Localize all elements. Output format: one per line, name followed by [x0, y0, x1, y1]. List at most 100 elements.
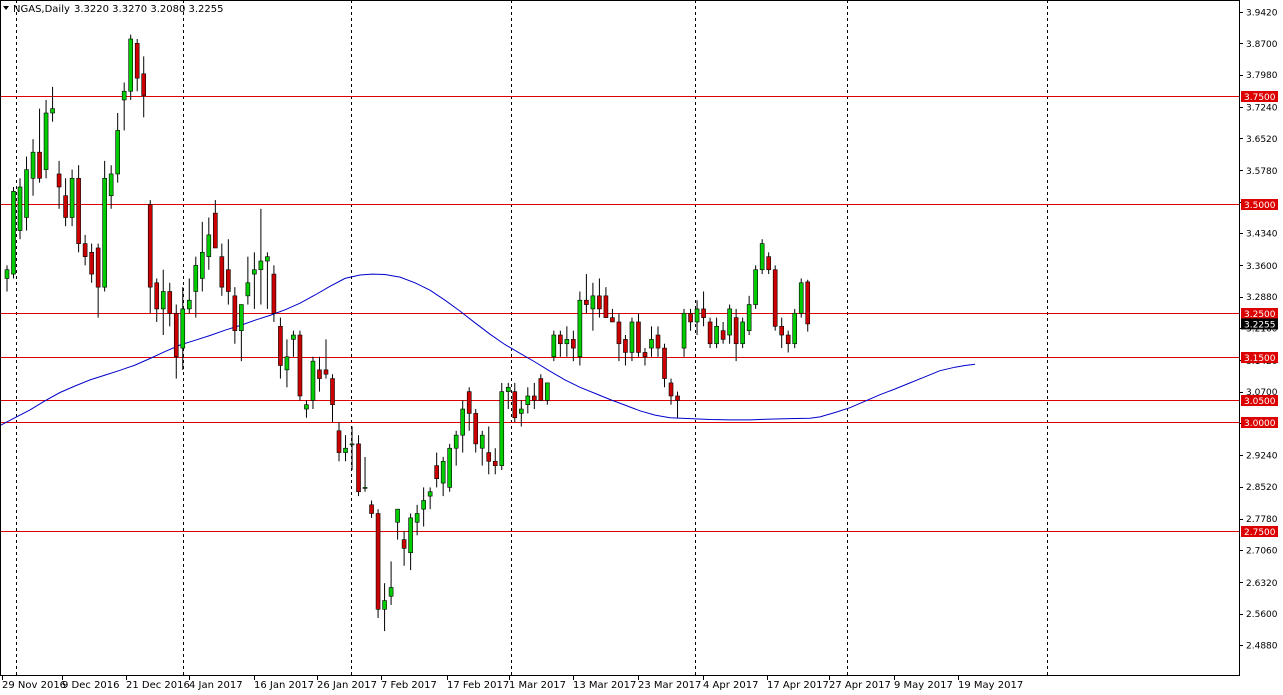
price-tick-label: 3.3600 — [1246, 262, 1278, 272]
candle-body — [278, 326, 283, 366]
candle — [453, 430, 459, 466]
time-tick-label: 19 May 2017 — [958, 680, 1023, 691]
price-tick-label: 2.7780 — [1246, 515, 1278, 525]
candle — [532, 382, 537, 410]
candle-body — [499, 391, 505, 466]
candle — [805, 279, 811, 332]
price-tick-label: 2.6320 — [1246, 579, 1278, 589]
candle-body — [545, 382, 550, 401]
candle — [193, 256, 199, 318]
candle — [772, 265, 778, 331]
candle-body — [701, 308, 706, 318]
candle-body — [141, 73, 147, 96]
candle-body — [571, 339, 576, 349]
candle-body — [356, 443, 361, 493]
candle-body — [76, 178, 81, 244]
candle-body — [681, 312, 687, 349]
candle-body — [785, 334, 791, 345]
candle-body — [4, 269, 10, 279]
candle-body — [265, 256, 270, 262]
candle-body — [427, 491, 433, 497]
candle — [11, 187, 16, 279]
candle — [362, 456, 368, 492]
level-tag — [1241, 526, 1278, 537]
candle-body — [30, 151, 36, 179]
candle — [382, 583, 387, 632]
candle-body — [186, 299, 192, 310]
candle — [336, 422, 342, 462]
time-tick-label: 17 Apr 2017 — [767, 680, 829, 691]
candle-body — [584, 299, 589, 305]
triangle-down-icon[interactable] — [3, 6, 9, 10]
level-tag-label: 3.5000 — [1244, 201, 1276, 211]
candle-body — [707, 321, 713, 345]
candle-body — [577, 299, 583, 358]
time-tick-label: 9 May 2017 — [894, 680, 953, 691]
candle — [76, 165, 81, 253]
candle — [427, 487, 433, 510]
candle-body — [492, 460, 498, 466]
candle — [297, 330, 303, 401]
candle — [792, 308, 798, 349]
candle-body — [258, 260, 264, 271]
candle-body — [252, 269, 257, 275]
candle-body — [193, 265, 199, 292]
candle-body — [37, 151, 42, 179]
candle-body — [727, 308, 732, 336]
candle — [30, 139, 36, 196]
candle-body — [134, 43, 140, 79]
candle — [518, 400, 524, 427]
candle — [642, 348, 648, 366]
candle — [597, 278, 602, 318]
candle — [245, 256, 251, 305]
candle — [629, 317, 635, 362]
candle — [512, 382, 518, 423]
candle — [278, 317, 283, 379]
candle-body — [56, 173, 62, 188]
candle — [160, 269, 166, 336]
candle-body — [388, 587, 394, 597]
candle-body — [772, 269, 778, 327]
level-tag-label: 2.7500 — [1244, 528, 1276, 538]
candle-body — [17, 186, 23, 231]
ohlc-values: 3.3220 3.3270 3.2080 3.2255 — [74, 4, 224, 15]
candle — [571, 330, 576, 362]
candle-body — [597, 295, 602, 310]
price-tick-label: 3.5780 — [1246, 167, 1278, 177]
level-tags: 3.7500 3.5000 3.2500 3.1500 3.0500 3.0000 2.75… — [1241, 91, 1278, 538]
candle-body — [330, 378, 335, 405]
candle — [584, 274, 589, 314]
candle-body — [317, 369, 322, 379]
candle — [668, 378, 674, 405]
candle-body — [206, 234, 212, 257]
candle-body — [160, 291, 166, 310]
candle-body — [226, 269, 231, 292]
candle-body — [173, 312, 179, 358]
candle-body — [688, 312, 693, 323]
candle — [304, 400, 309, 418]
candle — [492, 448, 498, 475]
candle — [356, 435, 361, 497]
time-tick-label: 26 Jan 2017 — [317, 680, 377, 691]
price-tick-label: 3.2880 — [1246, 293, 1278, 303]
price-tick-label: 3.9420 — [1246, 9, 1278, 19]
candle — [375, 509, 381, 619]
candle-body — [655, 334, 661, 349]
candle-body — [421, 500, 426, 510]
time-tick-label: 16 Jan 2017 — [254, 680, 314, 691]
candle-body — [603, 295, 609, 318]
candle — [56, 160, 62, 209]
candle-body — [649, 339, 654, 349]
candle-body — [473, 413, 479, 445]
candle-body — [538, 378, 544, 401]
candle-body — [147, 204, 153, 288]
candle-body — [733, 317, 739, 345]
price-tick-label: 2.4880 — [1246, 642, 1278, 652]
candle-body — [180, 308, 186, 349]
candle — [460, 400, 466, 453]
symbol-label: NGAS,Daily — [13, 4, 70, 15]
time-tick-label: 4 Jan 2017 — [189, 680, 243, 691]
time-tick-label: 21 Dec 2016 — [126, 680, 190, 691]
